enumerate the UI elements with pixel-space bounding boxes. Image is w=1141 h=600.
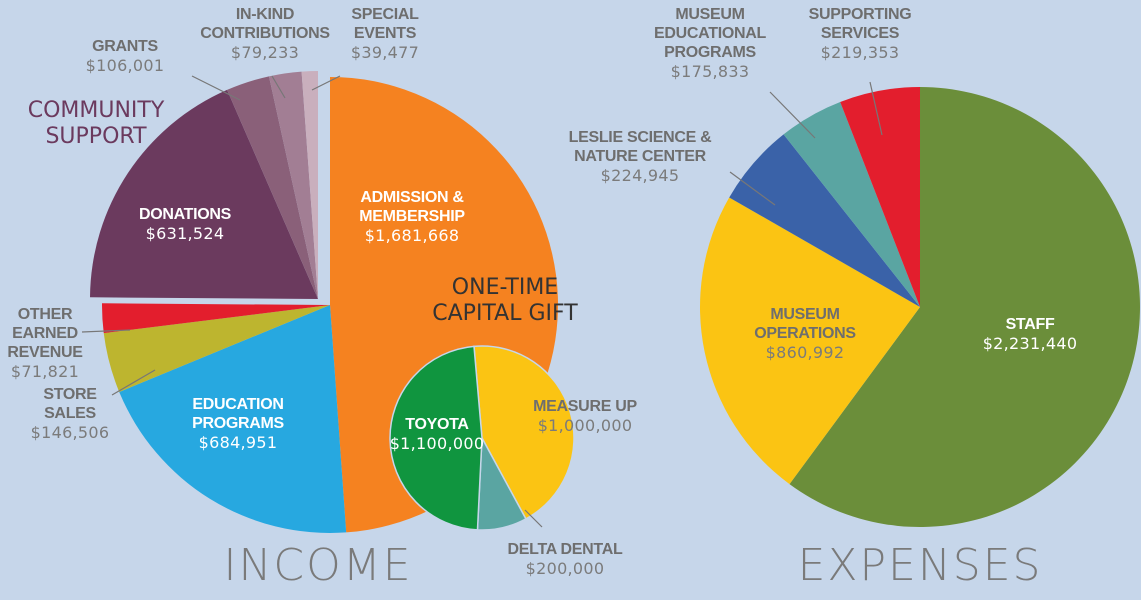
- slice-label: OTHER EARNED REVENUE $71,821: [0, 305, 90, 381]
- pie-slice: [103, 305, 330, 392]
- category-name: DONATIONS: [138, 206, 232, 223]
- chart-title: INCOME: [223, 540, 413, 591]
- pie-slice: [268, 71, 318, 299]
- pie-slice: [227, 76, 318, 299]
- category-name: EDUCATION PROGRAMS: [192, 396, 284, 432]
- leader-lines: [81, 75, 883, 528]
- value-label: $1,000,000: [537, 416, 633, 435]
- value-label: $200,000: [525, 559, 605, 578]
- category-name: TOYOTA: [405, 416, 469, 433]
- leader-line: [311, 75, 341, 91]
- slice-label: IN-KIND CONTRIBUTIONS $79,233: [185, 5, 345, 62]
- leader-line: [869, 81, 883, 136]
- leader-line: [191, 75, 241, 101]
- pie-slice: [789, 87, 1140, 527]
- slice-label: MUSEUM OPERATIONS $860,992: [735, 305, 875, 362]
- slice-label: EDUCATION PROGRAMS $684,951: [163, 395, 313, 452]
- leader-line: [524, 509, 543, 528]
- pie-slice: [473, 345, 575, 520]
- category-name: ADMISSION & MEMBERSHIP: [359, 189, 465, 225]
- leader-line: [111, 369, 156, 396]
- category-name: SUPPORTING SERVICES: [808, 6, 912, 42]
- value-label: $2,231,440: [982, 334, 1078, 353]
- annotation: COMMUNITY SUPPORT: [27, 98, 165, 149]
- pie: [700, 87, 1140, 527]
- pie-slice: [389, 345, 483, 531]
- pie-slice: [783, 101, 920, 307]
- slice-label: LESLIE SCIENCE & NATURE CENTER $224,945: [545, 128, 735, 185]
- slice-label: DELTA DENTAL $200,000: [495, 540, 635, 578]
- category-name: IN-KIND CONTRIBUTIONS: [200, 6, 330, 42]
- pie-slice: [729, 134, 920, 307]
- slice-label: SPECIAL EVENTS $39,477: [335, 5, 435, 62]
- pie-slice: [90, 89, 319, 299]
- value-label: $39,477: [350, 43, 420, 62]
- value-label: $146,506: [30, 423, 110, 442]
- slice-label: MUSEUM EDUCATIONAL PROGRAMS $175,833: [625, 5, 795, 81]
- value-label: $79,233: [230, 43, 300, 62]
- slice-label: GRANTS $106,001: [70, 37, 180, 75]
- value-label: $106,001: [85, 56, 165, 75]
- category-name: MUSEUM OPERATIONS: [754, 306, 856, 342]
- leader-line: [729, 171, 776, 206]
- value-label: $224,945: [600, 166, 680, 185]
- leader-line: [271, 75, 286, 99]
- value-label: $860,992: [765, 343, 845, 362]
- value-label: $1,681,668: [364, 226, 460, 245]
- category-name: MUSEUM EDUCATIONAL PROGRAMS: [654, 6, 766, 61]
- pie: [90, 71, 559, 534]
- pie-slice: [301, 71, 318, 299]
- value-label: $684,951: [198, 433, 278, 452]
- slice-label: STAFF $2,231,440: [955, 315, 1105, 353]
- pie-slice: [840, 87, 920, 307]
- leader-line: [769, 91, 816, 139]
- slice-label: SUPPORTING SERVICES $219,353: [785, 5, 935, 62]
- value-label: $219,353: [820, 43, 900, 62]
- slice-label: MEASURE UP $1,000,000: [520, 397, 650, 435]
- pie-slice: [119, 305, 347, 534]
- category-name: GRANTS: [92, 38, 158, 55]
- slice-label: TOYOTA $1,100,000: [377, 415, 497, 453]
- value-label: $1,100,000: [389, 434, 485, 453]
- value-label: $631,524: [145, 224, 225, 243]
- chart-title: EXPENSES: [797, 540, 1043, 591]
- value-label: $71,821: [10, 362, 80, 381]
- category-name: STAFF: [1005, 316, 1055, 333]
- value-label: $175,833: [670, 62, 750, 81]
- category-name: STORE SALES: [43, 386, 97, 422]
- slice-label: ADMISSION & MEMBERSHIP $1,681,668: [327, 188, 497, 245]
- chart-title: ONE-TIME CAPITAL GIFT: [432, 275, 578, 326]
- category-name: OTHER EARNED REVENUE: [7, 306, 83, 361]
- pie: [389, 345, 575, 531]
- category-name: SPECIAL EVENTS: [351, 6, 419, 42]
- pie-slice: [700, 197, 920, 485]
- slice-label: DONATIONS $631,524: [110, 205, 260, 243]
- category-name: DELTA DENTAL: [507, 541, 623, 558]
- category-name: MEASURE UP: [533, 398, 637, 415]
- pie-slice: [101, 303, 330, 334]
- slice-label: STORE SALES $146,506: [20, 385, 120, 442]
- leader-line: [81, 329, 131, 333]
- category-name: LESLIE SCIENCE & NATURE CENTER: [568, 129, 712, 165]
